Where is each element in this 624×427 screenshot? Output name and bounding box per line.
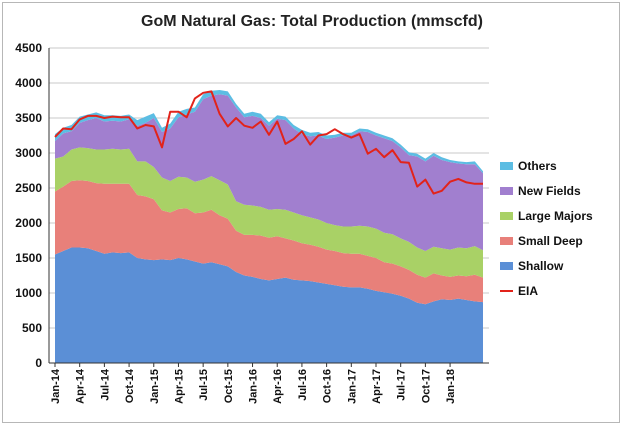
line-eia <box>54 90 483 195</box>
x-tick-label: Jul-14 <box>99 368 111 401</box>
x-tick-label: Apr-17 <box>371 369 383 404</box>
axes <box>48 48 489 367</box>
legend-item-shallow: Shallow <box>500 259 564 273</box>
legend-item-new-fields: New Fields <box>500 184 581 198</box>
legend-label: Large Majors <box>518 209 593 223</box>
x-tick-label: Oct-15 <box>223 369 235 403</box>
legend: Others New Fields Large Majors Small Deep Sh… <box>500 159 593 298</box>
x-tick-labels: Jan-14 Apr-14 Jul-14 Oct-14 Jan-15 Apr-15 Jul-… <box>50 368 457 404</box>
x-tick-label: Apr-14 <box>75 368 87 404</box>
area-shallow <box>55 247 483 363</box>
legend-swatch <box>500 262 513 270</box>
legend-label: Others <box>518 159 557 173</box>
legend-item-large-majors: Large Majors <box>500 209 593 223</box>
y-tick-label: 3000 <box>15 146 42 160</box>
legend-swatch <box>500 162 513 170</box>
x-tick-label: Jul-16 <box>297 369 309 401</box>
x-tick-label: Jan-18 <box>445 369 457 404</box>
y-tick-labels: 0 500 1000 1500 2000 2500 3000 3500 4000 4500 <box>15 41 42 370</box>
x-tick-label: Jul-15 <box>198 369 210 401</box>
x-tick-label: Oct-17 <box>420 369 432 403</box>
series-lines <box>54 90 483 195</box>
x-tick-label: Apr-15 <box>174 369 186 404</box>
y-tick-label: 4000 <box>15 76 42 90</box>
y-tick-label: 3500 <box>15 111 42 125</box>
legend-item-small-deep: Small Deep <box>500 234 583 248</box>
stacked-areas <box>55 90 483 363</box>
legend-label: Small Deep <box>518 234 583 248</box>
y-tick-label: 0 <box>35 356 42 370</box>
legend-label: Shallow <box>518 259 564 273</box>
y-tick-label: 1500 <box>15 251 42 265</box>
y-tick-label: 4500 <box>15 41 42 55</box>
y-tick-label: 2000 <box>15 216 42 230</box>
x-tick-label: Jul-17 <box>396 369 408 401</box>
legend-label: EIA <box>518 284 538 298</box>
x-tick-label: Jan-14 <box>50 368 62 404</box>
legend-item-eia: EIA <box>500 284 538 298</box>
area-new-fields <box>55 94 483 251</box>
legend-swatch <box>500 187 513 195</box>
legend-item-others: Others <box>500 159 557 173</box>
area-large-majors <box>55 147 483 278</box>
x-tick-label: Jan-15 <box>149 369 161 404</box>
area-small-deep <box>55 180 483 305</box>
y-tick-label: 2500 <box>15 181 42 195</box>
y-tick-label: 1000 <box>15 286 42 300</box>
x-tick-label: Oct-14 <box>124 368 136 403</box>
x-tick-label: Oct-16 <box>322 369 334 403</box>
legend-swatch <box>500 212 513 220</box>
legend-swatch <box>500 237 513 245</box>
x-tick-label: Jan-17 <box>346 369 358 404</box>
x-tick-label: Apr-16 <box>272 369 284 404</box>
y-tick-label: 500 <box>22 321 42 335</box>
chart-title: GoM Natural Gas: Total Production (mmscf… <box>141 13 483 30</box>
x-tick-label: Jan-16 <box>248 369 260 404</box>
legend-label: New Fields <box>518 184 581 198</box>
